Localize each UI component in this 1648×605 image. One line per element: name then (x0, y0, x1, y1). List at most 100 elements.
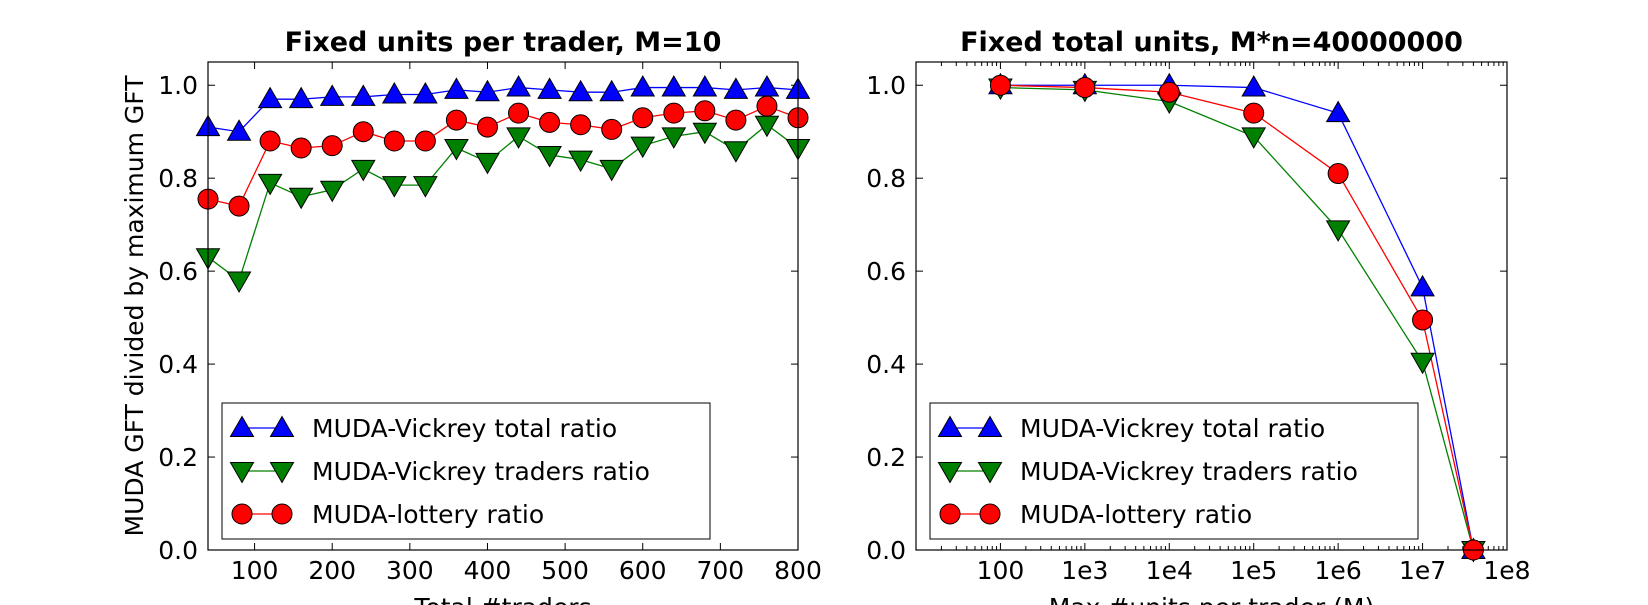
legend-marker (937, 415, 963, 437)
data-point (257, 86, 283, 109)
data-point (661, 75, 687, 97)
plot-frame (207, 61, 799, 551)
data-point (413, 82, 438, 104)
data-point (1412, 309, 1434, 331)
data-point (413, 176, 438, 198)
legend-marker (937, 462, 963, 484)
data-point (723, 77, 749, 99)
data-point (228, 195, 250, 217)
legend: MUDA-Vickrey total ratio MUDA-Vickrey tra… (221, 402, 711, 540)
y-tick-label: 0.8 (158, 164, 198, 193)
markers-group (988, 72, 1486, 563)
markers-group (195, 75, 811, 293)
data-point (259, 130, 281, 152)
legend-marker (271, 503, 293, 525)
data-point (257, 173, 283, 196)
data-point (756, 95, 778, 117)
data-point (350, 84, 376, 106)
legend-marker (269, 462, 295, 484)
data-point (381, 176, 407, 198)
data-point (288, 86, 314, 109)
data-point (414, 130, 436, 152)
data-point (632, 107, 654, 129)
data-point (661, 127, 687, 149)
data-point (475, 79, 500, 102)
y-tick-label: 0.6 (158, 257, 198, 286)
x-tick-label: 700 (697, 556, 745, 585)
data-point (1325, 100, 1351, 123)
data-point (663, 102, 685, 124)
x-tick-label: 100 (231, 556, 279, 585)
data-point (601, 118, 623, 140)
data-point (1410, 274, 1435, 297)
data-point (350, 159, 376, 182)
x-tick-label: 1e5 (1230, 556, 1277, 585)
data-point (570, 114, 592, 136)
data-point (319, 84, 345, 106)
data-point (352, 121, 374, 143)
legend-marker (229, 462, 255, 484)
data-point (445, 109, 467, 131)
legend-entry: MUDA-Vickrey total ratio (312, 414, 617, 443)
y-tick-label: 1.0 (866, 71, 906, 100)
y-tick-label: 0.8 (866, 164, 906, 193)
data-point (1241, 75, 1267, 97)
legend-marker (977, 462, 1003, 484)
legend-entry: MUDA-lottery ratio (1020, 500, 1252, 529)
data-point (226, 271, 252, 293)
legend-entry: MUDA-lottery ratio (312, 500, 544, 529)
x-axis-label: Total #traders (413, 593, 591, 605)
data-point (754, 115, 780, 138)
x-tick-label: 1e8 (1483, 556, 1530, 585)
data-point (506, 75, 531, 97)
y-tick-label: 1.0 (158, 71, 198, 100)
data-point (506, 127, 531, 149)
y-tick-label: 0.0 (866, 536, 906, 565)
data-point (381, 82, 407, 104)
x-axis-label: Max #units per trader (M) (1049, 593, 1374, 605)
data-point (288, 187, 314, 210)
data-point (1325, 220, 1351, 242)
legend-box (929, 402, 1419, 540)
legend-box (221, 402, 711, 540)
data-point (1241, 127, 1267, 149)
x-tick-label: 1e6 (1315, 556, 1362, 585)
x-tick-label: 800 (774, 556, 822, 585)
legend-marker (979, 503, 1001, 525)
data-point (1074, 77, 1096, 99)
data-point (568, 79, 593, 102)
data-point (321, 135, 343, 157)
data-point (444, 138, 469, 161)
legend-marker (229, 415, 255, 437)
legend-marker (269, 415, 295, 437)
plot-frame (915, 61, 1508, 551)
x-tick-label: 1e3 (1061, 556, 1108, 585)
x-tick-label: 200 (308, 556, 356, 585)
legend-entry: MUDA-Vickrey traders ratio (1020, 457, 1358, 486)
data-point (754, 75, 780, 97)
chart-title: Fixed units per trader, M=10 (285, 27, 722, 58)
x-tick-label: 1e4 (1146, 556, 1193, 585)
legend-entry: MUDA-Vickrey traders ratio (312, 457, 650, 486)
data-point (508, 102, 530, 124)
y-tick-label: 0.4 (866, 350, 906, 379)
y-tick-label: 0.2 (158, 443, 198, 472)
data-point (989, 74, 1011, 96)
y-axis-label: MUDA GFT divided by maximum GFT (120, 75, 149, 537)
x-tick-label: 600 (619, 556, 667, 585)
x-tick-label: 1e7 (1399, 556, 1446, 585)
data-point (599, 79, 625, 102)
data-point (630, 75, 656, 97)
x-tick-label: 400 (464, 556, 512, 585)
data-point (1158, 81, 1180, 103)
y-tick-label: 0.6 (866, 257, 906, 286)
data-point (1410, 352, 1435, 375)
data-point (1243, 102, 1265, 124)
chart-panel-2: 0.0 0.2 0.4 0.6 0.8 1.0 100 1e3 1e4 1e5 1e6 1e7 1e8 F… (866, 27, 1530, 605)
data-point (319, 180, 345, 203)
data-point (694, 100, 716, 122)
data-point (723, 141, 749, 163)
legend: MUDA-Vickrey total ratio MUDA-Vickrey tra… (929, 402, 1419, 540)
data-point (539, 111, 561, 133)
data-point (692, 75, 718, 97)
